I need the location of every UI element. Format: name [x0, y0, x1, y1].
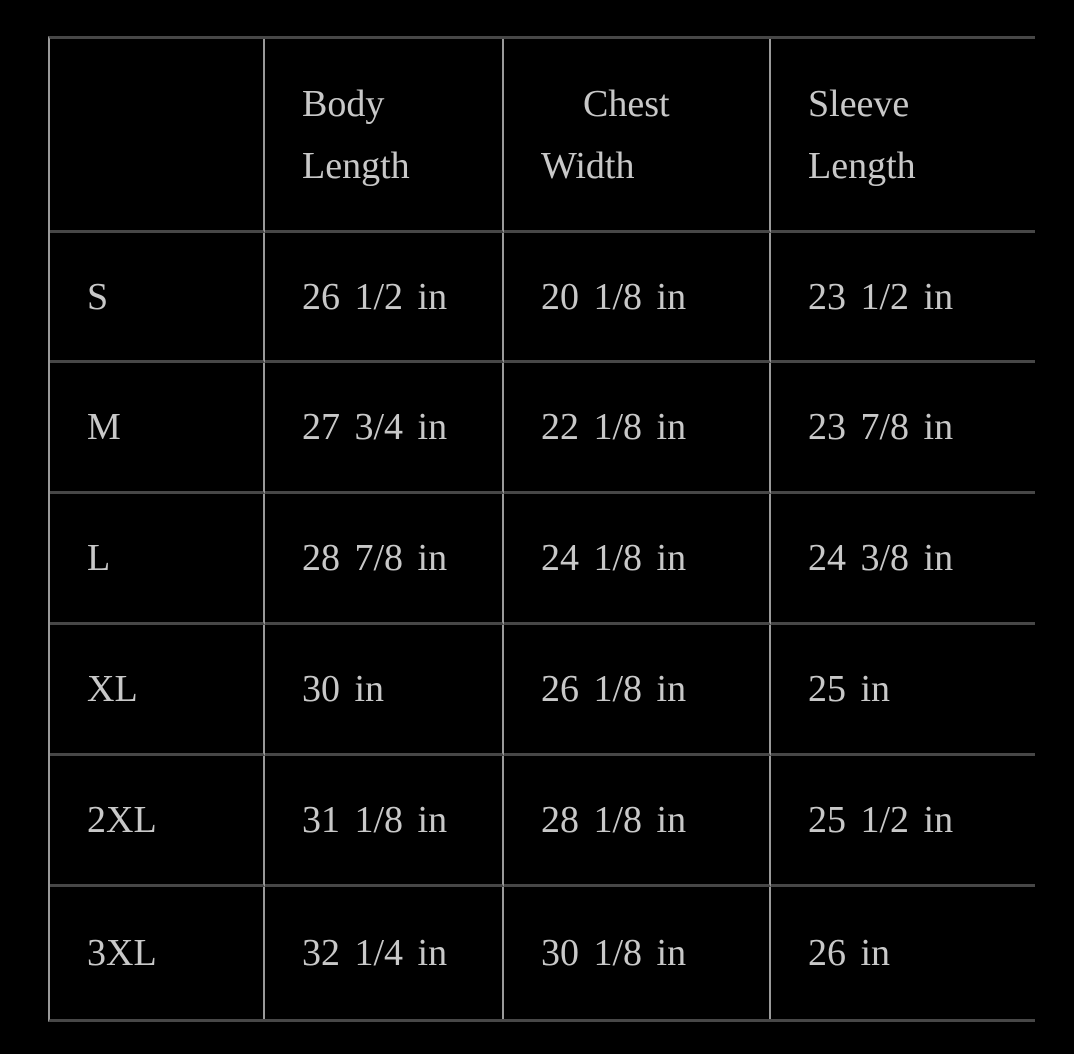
- sleeve-length-cell: 26 in: [808, 932, 891, 974]
- header-body-line2: Length: [302, 144, 410, 187]
- size-label-cell: M: [50, 363, 265, 494]
- chest-width-cell: 22 1/8 in: [504, 363, 771, 494]
- sleeve-length-cell: 23 1/2 in: [771, 233, 1035, 363]
- header-cell-sleeve-length: Sleeve Length: [771, 39, 1035, 233]
- size-label-cell: 3XL: [50, 887, 265, 1019]
- header-body-line1: Body: [302, 82, 385, 125]
- body-length-cell: 28 7/8 in: [265, 494, 504, 625]
- size-label-cell: 2XL: [50, 756, 265, 887]
- header-chest-line2: Width: [541, 144, 635, 187]
- chest-width-cell: 26 1/8 in: [504, 625, 771, 756]
- header-cell-chest-width: Chest Width: [504, 39, 771, 233]
- size-label-cell: S: [50, 233, 265, 363]
- chest-width-cell: 30 1/8 in: [504, 887, 771, 1019]
- header-sleeve-line2: Length: [808, 144, 916, 187]
- sleeve-length-cell: 25 1/2 in: [771, 756, 1035, 887]
- body-length-cell: 31 1/8 in: [265, 756, 504, 887]
- sleeve-length-cell: 25 in: [771, 625, 1035, 756]
- chest-width-cell: 24 1/8 in: [504, 494, 771, 625]
- sleeve-length-cell: 24 3/8 in: [771, 494, 1035, 625]
- body-length-cell: 27 3/4 in: [265, 363, 504, 494]
- header-chest-line1: Chest: [583, 82, 670, 125]
- body-length-cell: 26 1/2 in: [265, 233, 504, 363]
- size-label-cell: XL: [50, 625, 265, 756]
- body-length-cell: 32 1/4 in: [265, 887, 504, 1019]
- size-chart-table: Body Length Chest Width Sleeve Length S …: [48, 36, 1035, 1022]
- body-length-cell: 30 in: [265, 625, 504, 756]
- header-cell-body-length: Body Length: [265, 39, 504, 233]
- header-cell-size: [50, 39, 265, 233]
- size-label-cell: L: [50, 494, 265, 625]
- chest-width-cell: 28 1/8 in: [504, 756, 771, 887]
- chest-width-cell: 20 1/8 in: [504, 233, 771, 363]
- sleeve-length-cell: 23 7/8 in: [771, 363, 1035, 494]
- header-sleeve-line1: Sleeve: [808, 82, 910, 125]
